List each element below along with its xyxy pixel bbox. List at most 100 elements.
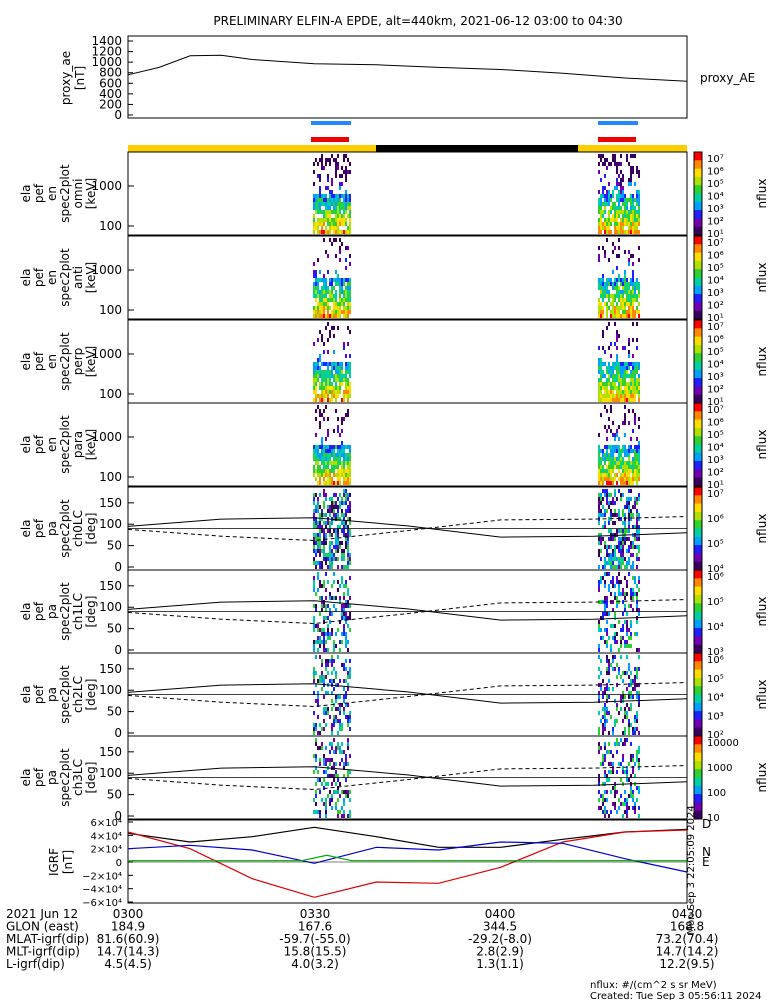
flux-pixel	[347, 198, 349, 202]
flux-pixel	[600, 278, 602, 282]
flux-pixel	[628, 230, 630, 234]
flux-pixel	[331, 453, 333, 457]
flux-pixel	[349, 370, 351, 374]
flux-pixel	[636, 683, 638, 687]
flux-pixel	[337, 580, 339, 584]
flux-pixel	[602, 477, 604, 481]
flux-pixel	[608, 557, 610, 561]
flux-pixel	[624, 596, 626, 600]
flux-pixel	[618, 667, 620, 671]
flux-pixel	[349, 719, 351, 723]
colorbar-segment	[694, 636, 702, 646]
flux-pixel	[624, 366, 626, 370]
footer-value: 14.7(14.2)	[656, 945, 719, 959]
flux-pixel	[602, 489, 604, 493]
flux-pixel	[620, 561, 622, 565]
flux-pixel	[620, 461, 622, 465]
flux-pixel	[341, 453, 343, 457]
flux-pixel	[337, 394, 339, 398]
flux-pixel	[630, 790, 632, 794]
flux-pixel	[323, 493, 325, 497]
flux-pixel	[313, 398, 315, 402]
flux-pixel	[616, 600, 618, 604]
flux-pixel	[339, 445, 341, 449]
flux-pixel	[337, 461, 339, 465]
colorbar-segment	[694, 236, 702, 245]
flux-pixel	[329, 608, 331, 612]
flux-pixel	[636, 453, 638, 457]
flux-pixel	[618, 513, 620, 517]
flux-pixel	[329, 561, 331, 565]
flux-pixel	[339, 525, 341, 529]
flux-pixel	[614, 378, 616, 382]
flux-pixel	[347, 481, 349, 485]
ylabel: ela	[19, 685, 33, 703]
flux-pixel	[632, 679, 634, 683]
flux-pixel	[626, 473, 628, 477]
loss-cone-line	[127, 517, 688, 538]
flux-pixel	[317, 509, 319, 513]
flux-pixel	[620, 695, 622, 699]
flux-pixel	[313, 202, 315, 206]
flux-pixel	[339, 433, 341, 437]
flux-pixel	[630, 644, 632, 648]
flux-pixel	[624, 727, 626, 731]
flux-pixel	[325, 648, 327, 652]
flux-pixel	[614, 394, 616, 398]
colorbar-segment	[694, 336, 702, 346]
flux-pixel	[602, 162, 604, 166]
flux-pixel	[632, 576, 634, 580]
flux-pixel	[598, 584, 600, 588]
flux-pixel	[600, 557, 602, 561]
flux-pixel	[620, 794, 622, 798]
ytick-label: 100	[99, 766, 122, 780]
flux-pixel	[620, 592, 622, 596]
flux-pixel	[636, 754, 638, 758]
flux-pixel	[638, 461, 640, 465]
flux-pixel	[345, 612, 347, 616]
flux-pixel	[347, 723, 349, 727]
colorbar-segment	[694, 386, 702, 396]
flux-pixel	[614, 306, 616, 310]
flux-pixel	[335, 671, 337, 675]
flux-pixel	[630, 671, 632, 675]
flux-pixel	[325, 294, 327, 298]
flux-pixel	[317, 636, 319, 640]
flux-pixel	[321, 632, 323, 636]
flux-pixel	[630, 489, 632, 493]
flux-pixel	[628, 477, 630, 481]
flux-pixel	[632, 286, 634, 290]
flux-pixel	[612, 242, 614, 246]
flux-pixel	[335, 282, 337, 286]
flux-pixel	[321, 194, 323, 198]
flux-pixel	[616, 362, 618, 366]
flux-pixel	[325, 158, 327, 162]
flux-pixel	[331, 561, 333, 565]
flux-pixel	[331, 565, 333, 569]
flux-pixel	[604, 362, 606, 366]
flux-pixel	[345, 378, 347, 382]
flux-pixel	[313, 727, 315, 731]
flux-pixel	[602, 290, 604, 294]
flux-pixel	[614, 640, 616, 644]
flux-pixel	[323, 553, 325, 557]
flux-pixel	[323, 549, 325, 553]
flux-pixel	[313, 226, 315, 230]
flux-pixel	[600, 549, 602, 553]
flux-pixel	[620, 644, 622, 648]
flux-pixel	[624, 290, 626, 294]
flux-pixel	[638, 477, 640, 481]
flux-pixel	[614, 565, 616, 569]
ytick-label: 1400	[91, 34, 122, 48]
flux-pixel	[349, 453, 351, 457]
flux-pixel	[618, 588, 620, 592]
flux-pixel	[347, 541, 349, 545]
flux-pixel	[624, 310, 626, 314]
flux-pixel	[333, 766, 335, 770]
flux-pixel	[335, 501, 337, 505]
colorbar-segment	[694, 561, 702, 571]
flux-pixel	[604, 230, 606, 234]
flux-pixel	[612, 366, 614, 370]
flux-pixel	[636, 648, 638, 652]
flux-pixel	[600, 366, 602, 370]
